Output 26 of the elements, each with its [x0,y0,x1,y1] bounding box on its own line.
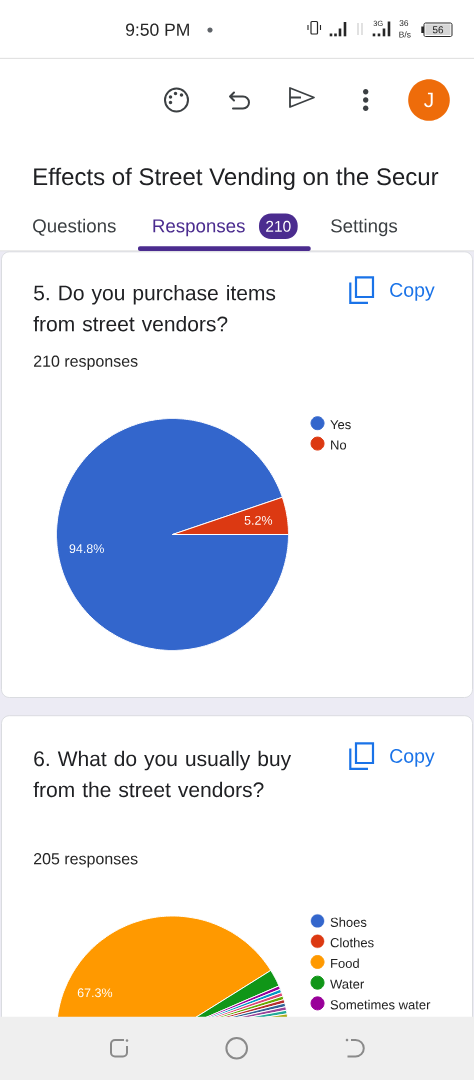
legend-label: Sometimes water [330,999,431,1010]
text: 36 [399,20,409,27]
chart-subtitle: 210 responses [34,355,138,371]
legend-label: Clothes [330,937,374,948]
legend-label: Water [330,979,364,989]
text: 9:50 PM [126,23,189,36]
data-label: 67.3% [77,988,113,998]
legend-label: Food [331,958,359,968]
legend-label: Shoes [330,917,367,927]
chart-title: 5. Do you purchase items from street vendors? [33,284,276,332]
text: Effects of Street Vending on the Secur [34,167,439,190]
text: 56 [432,26,444,34]
data-label: 5.2% [244,515,273,525]
text: Copy [390,749,435,767]
chart-title: 6. What do you usually buy from the street vendors? [33,750,292,798]
data-label: 94.8% [69,544,104,554]
text: Settings [331,218,398,237]
text: 210 [266,220,291,232]
text: B/s [399,31,411,38]
chart-subtitle: 205 responses [34,853,138,868]
text: Questions [33,218,116,236]
text: Responses [153,219,245,237]
text: Copy [390,283,435,301]
legend-label: Yes [330,420,351,430]
text: J [424,92,433,108]
legend-label: No [331,440,347,450]
